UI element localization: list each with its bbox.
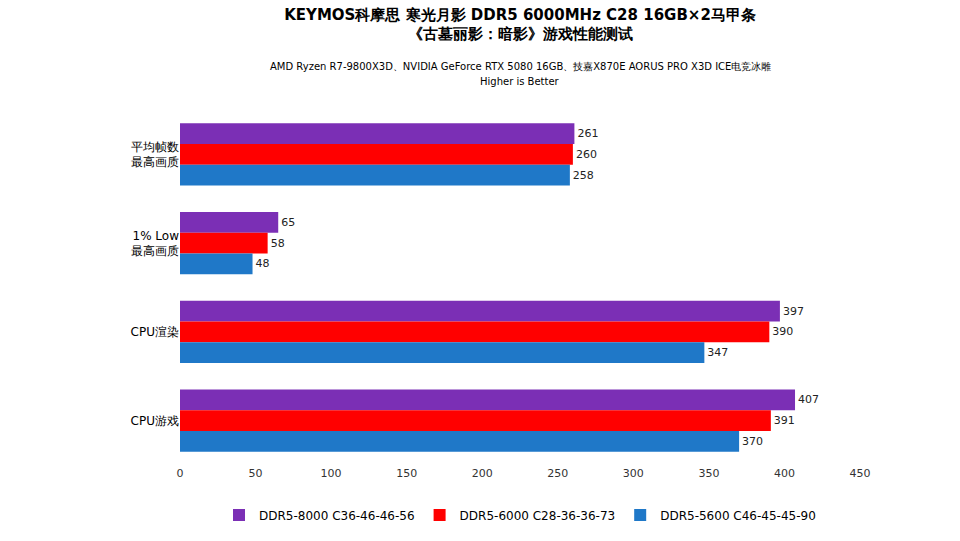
svg-text:65: 65 <box>281 216 295 229</box>
svg-text:100: 100 <box>321 467 342 480</box>
svg-text:370: 370 <box>742 435 763 448</box>
svg-text:CPU游戏: CPU游戏 <box>131 414 179 428</box>
svg-text:450: 450 <box>850 467 871 480</box>
svg-text:350: 350 <box>698 467 719 480</box>
svg-text:Higher is Better: Higher is Better <box>480 76 560 87</box>
svg-text:150: 150 <box>396 467 417 480</box>
svg-text:300: 300 <box>623 467 644 480</box>
svg-text:260: 260 <box>576 148 597 161</box>
svg-text:48: 48 <box>256 257 270 270</box>
svg-text:DDR5-6000 C28-36-36-73: DDR5-6000 C28-36-36-73 <box>460 509 616 523</box>
svg-text:400: 400 <box>774 467 795 480</box>
svg-text:AMD Ryzen R7-9800X3D、NVIDIA Ge: AMD Ryzen R7-9800X3D、NVIDIA GeForce RTX … <box>270 61 771 72</box>
svg-text:261: 261 <box>577 127 598 140</box>
svg-text:0: 0 <box>177 467 184 480</box>
svg-text:平均帧数最高画质: 平均帧数最高画质 <box>131 140 179 170</box>
svg-text:58: 58 <box>271 237 285 250</box>
svg-text:347: 347 <box>707 346 728 359</box>
svg-text:391: 391 <box>774 414 795 427</box>
svg-text:397: 397 <box>783 305 804 318</box>
svg-text:407: 407 <box>798 393 819 406</box>
svg-text:DDR5-8000 C36-46-46-56: DDR5-8000 C36-46-46-56 <box>259 509 415 523</box>
svg-text:KEYMOS科摩思 寒光月影 DDR5 6000MHz C2: KEYMOS科摩思 寒光月影 DDR5 6000MHz C28 16GB×2马甲… <box>284 6 756 44</box>
svg-text:DDR5-5600 C46-45-45-90: DDR5-5600 C46-45-45-90 <box>660 509 816 523</box>
svg-text:390: 390 <box>772 325 793 338</box>
svg-text:1% Low最高画质: 1% Low最高画质 <box>131 229 179 259</box>
svg-text:258: 258 <box>573 169 594 182</box>
svg-text:CPU渲染: CPU渲染 <box>131 325 179 339</box>
svg-text:250: 250 <box>547 467 568 480</box>
svg-text:200: 200 <box>472 467 493 480</box>
svg-text:50: 50 <box>249 467 263 480</box>
